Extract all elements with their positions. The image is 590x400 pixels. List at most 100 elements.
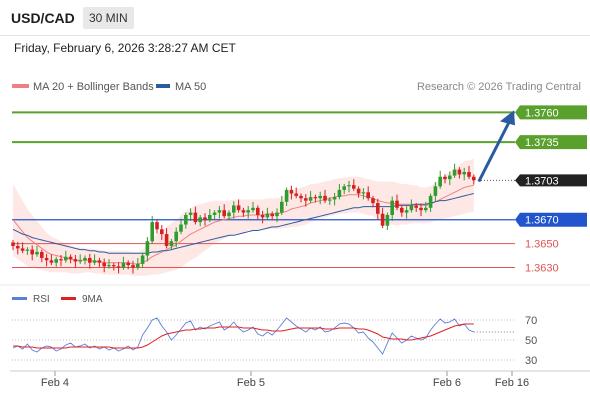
candle-body <box>184 214 188 225</box>
candle-body <box>443 176 447 180</box>
candle-body <box>467 172 471 177</box>
current-price-tag <box>515 174 587 187</box>
candle-body <box>232 205 236 213</box>
candle-body <box>217 210 222 213</box>
rsi-panel: 70 50 30 <box>12 315 537 367</box>
candle-body <box>304 198 308 201</box>
candle-body <box>30 249 34 255</box>
legend-ma20-label: MA 20 + Bollinger Bands <box>33 81 154 93</box>
candle-body <box>160 229 164 235</box>
candle-body <box>198 217 202 223</box>
pivot-tag <box>515 212 587 227</box>
candle-body <box>169 241 174 246</box>
candle-body <box>472 176 476 181</box>
candle-body <box>361 192 366 194</box>
currency-pair-title: USD/CAD <box>11 10 75 26</box>
candle-body <box>11 242 15 246</box>
timeframe-button[interactable]: 30 MIN <box>83 7 134 29</box>
candle-body <box>107 265 111 267</box>
candle-body <box>40 251 44 258</box>
rsi-tick-label: 50 <box>525 335 537 347</box>
candle-body <box>284 189 289 202</box>
top-bar: USD/CAD 30 MIN <box>0 0 590 36</box>
candle-body <box>352 185 356 189</box>
candle-body <box>97 260 102 263</box>
candle-body <box>140 255 145 264</box>
candle-body <box>251 207 255 211</box>
candle-body <box>44 257 49 261</box>
candle-body <box>116 266 121 268</box>
candle-body <box>155 222 159 230</box>
pivot-label: 1.3670 <box>525 215 559 227</box>
candle-body <box>457 169 462 175</box>
copyright-label: Research © 2026 Trading Central <box>417 81 581 93</box>
candle-body <box>126 262 130 266</box>
bollinger-band <box>13 158 474 276</box>
x-axis-ticks: Feb 4 Feb 5 Feb 6 Feb 16 <box>41 371 529 389</box>
forecast-arrow-layer <box>477 110 515 183</box>
rsi-legend-swatch-rsi <box>12 297 27 300</box>
candle-body <box>448 175 452 180</box>
forecast-arrow-head <box>500 110 515 126</box>
candle-body <box>246 210 250 213</box>
rsi-tick-label: 30 <box>525 355 537 367</box>
candle-body <box>462 172 466 175</box>
candle-body <box>366 192 370 199</box>
candle-body <box>88 257 92 263</box>
candle-body <box>260 214 265 218</box>
rsi-line <box>12 317 474 355</box>
candle-body <box>395 200 399 208</box>
resistance-tag <box>515 105 587 120</box>
candle-body <box>212 212 217 215</box>
rsi-legend-swatch-9ma <box>61 297 76 300</box>
candle-body <box>150 222 154 242</box>
candle-body <box>35 251 39 255</box>
datetime-label: Friday, February 6, 2026 3:28:27 AM CET <box>14 41 236 55</box>
resistance-label: 1.3735 <box>525 137 559 149</box>
candle-body <box>414 205 418 208</box>
current-price-label: 1.3703 <box>525 175 559 187</box>
candle-body <box>265 213 270 218</box>
candle-body <box>241 210 246 213</box>
candle-body <box>371 198 375 204</box>
legend-swatch-ma20 <box>12 84 29 88</box>
candle-body <box>64 256 68 261</box>
candle-body <box>289 189 294 194</box>
candle-body <box>299 195 303 199</box>
candle-body <box>83 257 87 261</box>
candle-body <box>112 265 116 267</box>
candle-body <box>164 234 169 246</box>
candle-body <box>438 176 442 187</box>
legend-ma50-label: MA 50 <box>175 81 206 93</box>
support-label: 1.3650 <box>525 239 559 251</box>
x-tick-label: Feb 6 <box>433 377 461 389</box>
resistance-label: 1.3760 <box>525 107 559 119</box>
candle-body <box>222 210 226 217</box>
candle-body <box>275 212 279 217</box>
candle-body <box>188 212 193 215</box>
candle-body <box>452 169 457 176</box>
rsi-9ma-line <box>13 323 474 349</box>
candle-body <box>25 249 30 251</box>
candle-body <box>433 186 438 196</box>
candle-body <box>409 205 414 211</box>
candle-body <box>376 203 380 214</box>
bollinger-band-layer <box>13 158 474 276</box>
candle-body <box>193 212 198 223</box>
rsi-legend-rsi-label: RSI <box>33 294 50 305</box>
candle-body <box>424 207 428 211</box>
candle-body <box>419 207 423 211</box>
candle-body <box>54 259 58 263</box>
candle-body <box>318 195 322 199</box>
candle-body <box>174 231 178 242</box>
x-tick-label: Feb 5 <box>237 377 265 389</box>
rsi-tick-label: 70 <box>525 315 537 327</box>
candle-body <box>131 265 135 268</box>
level-labels-layer: 1.3760 1.3735 1.3703 1.3670 1.3650 1.3630 <box>515 105 587 274</box>
candle-body <box>308 197 313 201</box>
candle-body <box>428 195 433 208</box>
forecast-arrow-shaft <box>477 119 512 183</box>
legend-swatch-ma50 <box>156 84 170 88</box>
candle-body <box>385 214 390 226</box>
